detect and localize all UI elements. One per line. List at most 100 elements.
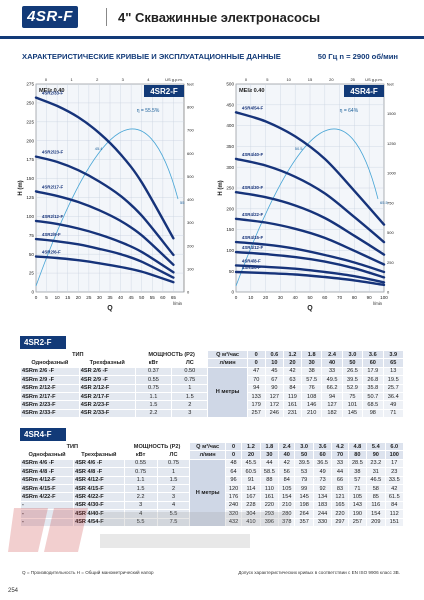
flow-m3h: 1.8 (259, 441, 280, 452)
model-single: 4SRm 2/6 -F (20, 366, 80, 377)
curve-label: 4SR4/54-F (242, 105, 264, 110)
flow-m3h: 3.6 (362, 349, 384, 360)
flow-lmin: 40 (321, 358, 343, 368)
head-value: 105 (347, 492, 368, 502)
top-tick-label: 10 (286, 77, 291, 82)
head-value: 84 (278, 475, 296, 485)
power-hp: 1 (171, 383, 209, 393)
model-three: 4SR 2/23-F (78, 400, 136, 410)
x-axis-label: Q (307, 305, 313, 312)
x-tick-label: 70 (337, 295, 343, 300)
power-hp: 0.75 (171, 375, 209, 385)
head-value: 61.5 (384, 492, 405, 502)
head-value: 71 (347, 483, 368, 494)
y-tick-label: 300 (226, 165, 234, 170)
head-value: 244 (312, 509, 333, 519)
chart-title: 4SR2-F (150, 87, 178, 96)
right-tick-label: 300 (187, 220, 194, 225)
head-value: 96 (224, 475, 243, 485)
table-header-lmin: л/мин (189, 450, 226, 460)
head-value: 71 (382, 408, 404, 419)
head-value: 91 (241, 475, 261, 485)
head-value: 75 (341, 391, 364, 402)
right-tick-label: feet (187, 82, 195, 87)
y-tick-label: 200 (226, 206, 234, 211)
model-single: 4SRm 2/9 -F (20, 375, 80, 385)
x-tick-label: 90 (367, 295, 373, 300)
y-tick-label: 250 (26, 101, 34, 106)
head-value: 23.2 (366, 458, 386, 469)
table-row: 4SRm 4/8 -F 4SR 4/8 -F 0.75 1 64 60.5 58.5 56 53… (19, 467, 405, 477)
head-value: 330 (312, 517, 333, 527)
model-single: 4SRm 4/6 -F (19, 458, 75, 469)
head-value: 28.5 (347, 458, 368, 469)
flow-lmin: 30 (300, 358, 323, 368)
curve-4SR4/54-F (234, 111, 386, 226)
head-value: 42 (384, 483, 405, 494)
power-kw: 0.55 (134, 375, 173, 385)
curve-label: 4SR2/6-F (42, 249, 61, 254)
model-single: 4SRm 2/17-F (20, 391, 80, 402)
flow-lmin: 60 (362, 358, 384, 368)
curve-4SR4/6-F (234, 270, 386, 287)
head-value: 38 (347, 467, 368, 477)
chart-4sr2: 0 5 10 15 20 25 30 35 40 45 50 55 60 65 0 25 50 75 100 125 1… (14, 70, 204, 320)
top-tick-label: 20 (329, 77, 334, 82)
head-value: 49 (382, 400, 404, 410)
table-4sr2-tag: 4SR2-F (20, 336, 66, 349)
table-header-single: Однофазный (20, 358, 80, 368)
flow-m3h: 5.4 (366, 441, 386, 452)
top-tick-label: 2 (96, 77, 99, 82)
chart-4sr4: 0 10 20 30 40 50 60 70 80 90 100 0 50 100 150 200 250 300… (214, 70, 404, 320)
model-three: 4SR 4/15-F (73, 483, 125, 494)
power-kw: 1.1 (123, 475, 158, 485)
head-value: 36.5 (312, 458, 333, 469)
model-single: 4SRm 2/33-F (20, 408, 80, 419)
curve-label: 4SR4/8-F (242, 258, 261, 263)
head-value: 52.9 (341, 383, 364, 393)
curve-4SR2/33-F (34, 96, 175, 240)
head-value: 84 (384, 500, 405, 511)
head-value: 66 (331, 475, 349, 485)
head-value: 112 (384, 509, 405, 519)
power-hp: 2 (171, 400, 209, 410)
y-tick-label: 500 (226, 82, 234, 87)
right-tick-label: 500 (387, 230, 394, 235)
x-tick-label: 80 (352, 295, 358, 300)
flow-lmin: 90 (366, 450, 386, 460)
flow-lmin: 30 (259, 450, 280, 460)
x-tick-label: 45 (129, 295, 135, 300)
model-three: 4SR 4/12-F (73, 475, 125, 485)
head-value: 190 (347, 509, 368, 519)
head-value: 63 (282, 375, 303, 385)
y-tick-label: 200 (26, 138, 34, 143)
right-tick-label: 1250 (387, 141, 397, 146)
head-value: 172 (264, 400, 284, 410)
brand-logo: 4SR-F (22, 6, 78, 28)
head-value: 70 (246, 375, 266, 385)
y-tick-label: 275 (26, 82, 34, 87)
right-tick-label: feet (387, 82, 395, 87)
flow-m3h: 0.6 (264, 349, 284, 360)
power-hp: 1.5 (171, 391, 209, 402)
x-tick-label: 60 (322, 295, 328, 300)
power-kw: 1.5 (134, 400, 173, 410)
power-kw: 0.75 (123, 467, 158, 477)
head-value: 57.5 (300, 375, 323, 385)
power-kw: 2.2 (134, 408, 173, 419)
head-value: 17.9 (362, 366, 384, 377)
y-tick-label: 100 (226, 248, 234, 253)
model-single: 4SRm 2/12-F (20, 383, 80, 393)
flow-lmin: 10 (264, 358, 284, 368)
head-value: 49.5 (321, 375, 343, 385)
table-row: 4SRm 2/17-F 4SR 2/17-F 1.1 1.5 133 127 119 108 9… (20, 391, 404, 402)
curve-label: 4SR4/40-F (242, 152, 264, 157)
x-tick-label: 30 (97, 295, 103, 300)
flow-m3h: 4.8 (347, 441, 368, 452)
head-value: 133 (246, 391, 266, 402)
head-value: 99 (294, 483, 314, 494)
flow-lmin: 40 (278, 450, 296, 460)
model-three: 4SR 2/33-F (78, 408, 136, 419)
top-tick-label: US g.p.m. (365, 77, 383, 82)
x-tick-label: 15 (65, 295, 71, 300)
